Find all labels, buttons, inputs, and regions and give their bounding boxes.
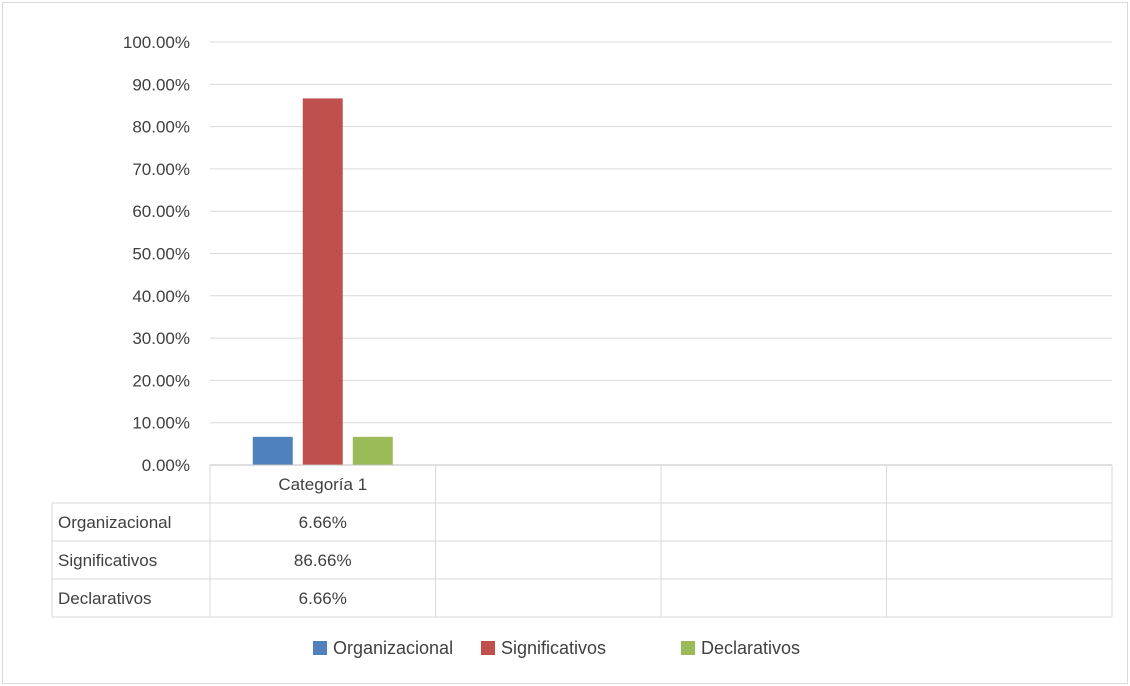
legend-swatch <box>481 641 495 655</box>
gridlines <box>210 41 1112 424</box>
y-tick-label: 80.00% <box>132 118 190 137</box>
y-tick-label: 40.00% <box>132 287 190 306</box>
legend-label: Significativos <box>501 638 606 658</box>
table-value-cell: 6.66% <box>299 589 347 608</box>
bar-organizacional <box>252 436 293 465</box>
y-axis-ticks: 0.00% 10.00% 20.00% 30.00% 40.00% 50.00% 60.00… <box>123 33 190 475</box>
y-tick-label: 0.00% <box>142 456 190 475</box>
data-table: Categoría 1 Organizacional 6.66% Significat… <box>51 464 1113 618</box>
category-label: Categoría 1 <box>278 475 367 494</box>
table-series-name: Organizacional <box>58 513 171 532</box>
bar-significativos <box>302 98 343 466</box>
table-series-name: Significativos <box>58 551 157 570</box>
y-tick-label: 30.00% <box>132 329 190 348</box>
table-value-cell: 6.66% <box>299 513 347 532</box>
table-series-name: Declarativos <box>58 589 152 608</box>
bar-declarativos <box>352 436 393 465</box>
legend-label: Organizacional <box>333 638 453 658</box>
table-value-cell: 86.66% <box>294 551 352 570</box>
y-tick-label: 60.00% <box>132 202 190 221</box>
legend-swatch <box>313 641 327 655</box>
y-tick-label: 10.00% <box>132 414 190 433</box>
bars <box>252 98 393 466</box>
y-tick-label: 20.00% <box>132 371 190 390</box>
y-tick-label: 90.00% <box>132 75 190 94</box>
legend-label: Declarativos <box>701 638 800 658</box>
legend-swatch <box>681 641 695 655</box>
y-tick-label: 100.00% <box>123 33 190 52</box>
legend: Organizacional Significativos Declarativos <box>313 638 800 658</box>
y-tick-label: 70.00% <box>132 160 190 179</box>
y-tick-label: 50.00% <box>132 245 190 264</box>
